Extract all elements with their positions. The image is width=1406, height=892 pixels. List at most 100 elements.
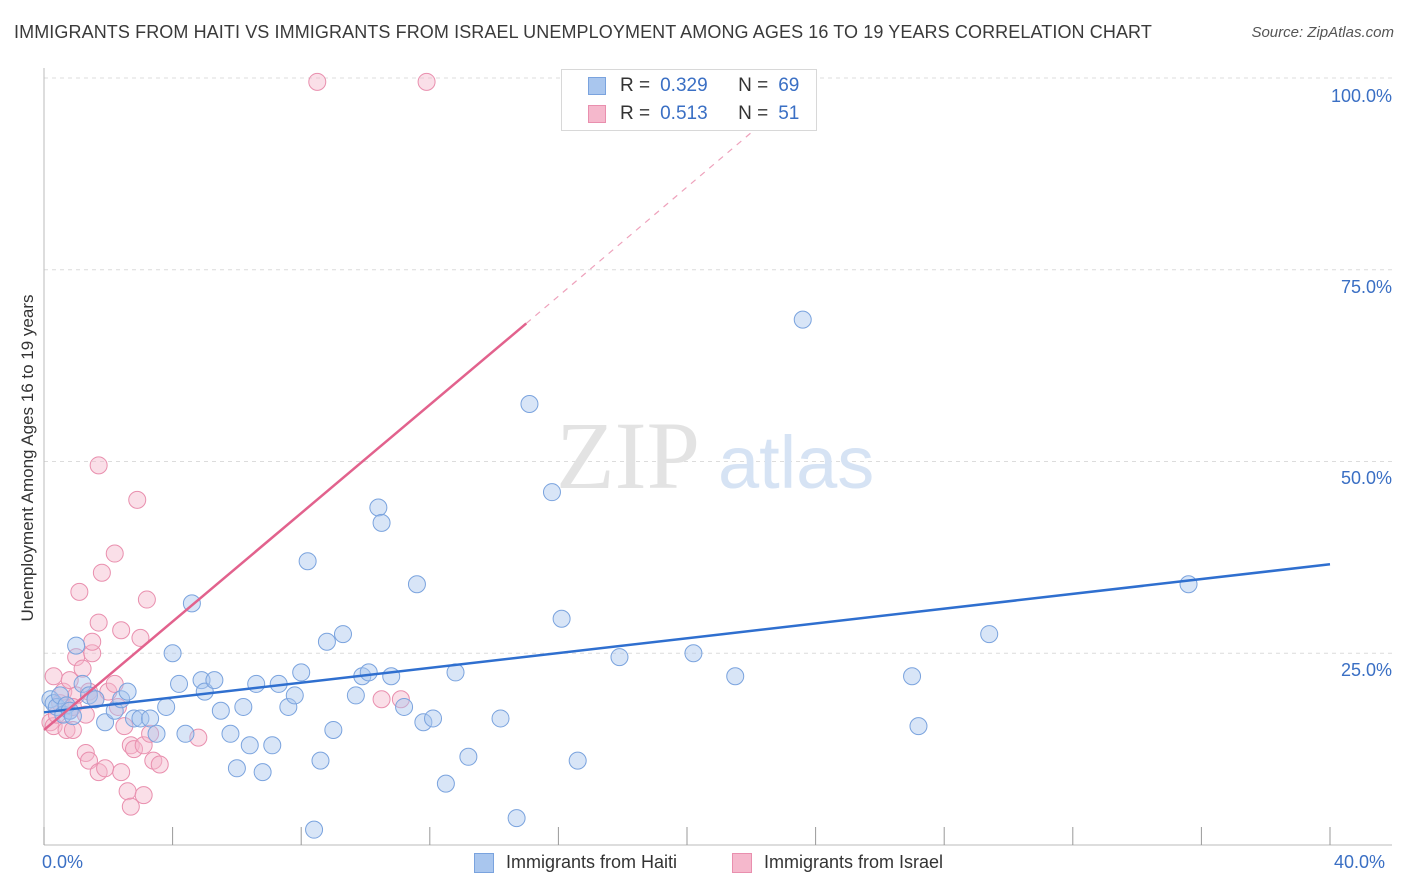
haiti-point bbox=[359, 663, 378, 682]
israel-point bbox=[131, 628, 150, 647]
haiti-points bbox=[41, 310, 1198, 839]
haiti-point bbox=[263, 736, 282, 755]
haiti-point bbox=[726, 667, 745, 686]
israel-point bbox=[134, 736, 153, 755]
haiti-point bbox=[253, 763, 272, 782]
haiti-point bbox=[305, 820, 324, 839]
haiti-r-value: 0.329 bbox=[660, 75, 708, 96]
haiti-swatch bbox=[588, 77, 606, 95]
israel-point bbox=[137, 590, 156, 609]
y-tick-25: 25.0% bbox=[1340, 660, 1392, 680]
haiti-point bbox=[86, 690, 105, 709]
israel-point bbox=[105, 544, 124, 563]
israel-point bbox=[125, 740, 144, 759]
haiti-point bbox=[176, 724, 195, 743]
haiti-point bbox=[157, 697, 176, 716]
haiti-point bbox=[980, 625, 999, 644]
haiti-point bbox=[372, 513, 391, 532]
israel-point bbox=[115, 717, 134, 736]
israel-r-label: R = bbox=[620, 103, 651, 124]
watermark-zip: ZIP bbox=[556, 402, 700, 509]
haiti-point bbox=[211, 701, 230, 720]
haiti-point bbox=[131, 709, 150, 728]
haiti-point bbox=[317, 632, 336, 651]
legend-stats: R = 0.329 N = 69 R = 0.513 N = 51 bbox=[561, 69, 817, 131]
israel-legend-swatch bbox=[732, 852, 752, 873]
haiti-point bbox=[141, 709, 160, 728]
haiti-point bbox=[346, 686, 365, 705]
israel-point bbox=[141, 724, 160, 743]
israel-point bbox=[134, 786, 153, 805]
haiti-point bbox=[298, 552, 317, 571]
haiti-point bbox=[568, 751, 587, 770]
israel-point bbox=[83, 632, 102, 651]
legend-series: Immigrants from Haiti Immigrants from Is… bbox=[0, 852, 1406, 878]
haiti-point bbox=[51, 686, 70, 705]
haiti-point bbox=[424, 709, 443, 728]
x-tick-min: 0.0% bbox=[42, 852, 84, 872]
haiti-point bbox=[96, 713, 115, 732]
x-tick-max: 40.0% bbox=[1334, 852, 1386, 872]
y-tick-75: 75.0% bbox=[1340, 277, 1392, 297]
haiti-point bbox=[1179, 575, 1198, 594]
haiti-point bbox=[491, 709, 510, 728]
israel-point bbox=[150, 755, 169, 774]
haiti-point bbox=[163, 644, 182, 663]
haiti-point bbox=[369, 498, 388, 517]
haiti-point bbox=[333, 625, 352, 644]
haiti-point bbox=[205, 671, 224, 690]
legend-row-haiti: R = 0.329 N = 69 bbox=[588, 74, 799, 98]
legend-item-israel: Immigrants from Israel bbox=[732, 852, 943, 873]
y-tick-100: 100.0% bbox=[1330, 86, 1392, 106]
haiti-point bbox=[105, 701, 124, 720]
haiti-point bbox=[192, 671, 211, 690]
israel-point bbox=[118, 782, 137, 801]
israel-point bbox=[92, 563, 111, 582]
israel-point bbox=[44, 667, 63, 686]
israel-point bbox=[73, 659, 92, 678]
haiti-n-label: N = bbox=[738, 75, 769, 96]
haiti-point bbox=[793, 310, 812, 329]
israel-point bbox=[121, 797, 140, 816]
legend-row-israel: R = 0.513 N = 51 bbox=[588, 102, 799, 126]
haiti-point bbox=[292, 663, 311, 682]
haiti-point bbox=[324, 720, 343, 739]
israel-point bbox=[63, 720, 82, 739]
israel-point bbox=[417, 72, 436, 91]
israel-point bbox=[112, 621, 131, 640]
haiti-point bbox=[436, 774, 455, 793]
haiti-point bbox=[125, 709, 144, 728]
axes bbox=[43, 68, 1392, 846]
haiti-point bbox=[407, 575, 426, 594]
haiti-point bbox=[63, 707, 82, 726]
y-tick-50: 50.0% bbox=[1340, 468, 1392, 488]
israel-point bbox=[80, 751, 99, 770]
israel-points bbox=[41, 72, 436, 816]
source-label: Source: ZipAtlas.com bbox=[1251, 24, 1394, 41]
haiti-point bbox=[903, 667, 922, 686]
haiti-point bbox=[118, 682, 137, 701]
israel-point bbox=[128, 490, 147, 509]
haiti-point bbox=[610, 648, 629, 667]
israel-trend-line bbox=[43, 322, 528, 731]
haiti-point bbox=[240, 736, 259, 755]
israel-n-value: 51 bbox=[778, 103, 800, 124]
haiti-point bbox=[552, 609, 571, 628]
haiti-point bbox=[520, 394, 539, 413]
chart-title: IMMIGRANTS FROM HAITI VS IMMIGRANTS FROM… bbox=[14, 22, 1152, 42]
israel-point bbox=[70, 582, 89, 601]
haiti-point bbox=[67, 636, 86, 655]
haiti-point bbox=[909, 717, 928, 736]
haiti-point bbox=[227, 759, 246, 778]
haiti-point bbox=[170, 674, 189, 693]
haiti-point bbox=[684, 644, 703, 663]
israel-r-value: 0.513 bbox=[660, 103, 708, 124]
haiti-point bbox=[414, 713, 433, 732]
israel-point bbox=[89, 613, 108, 632]
israel-legend-label: Immigrants from Israel bbox=[764, 852, 944, 872]
haiti-point bbox=[507, 809, 526, 828]
haiti-point bbox=[311, 751, 330, 770]
watermark: ZIP atlas bbox=[556, 402, 874, 509]
haiti-point bbox=[221, 724, 240, 743]
haiti-point bbox=[247, 674, 266, 693]
